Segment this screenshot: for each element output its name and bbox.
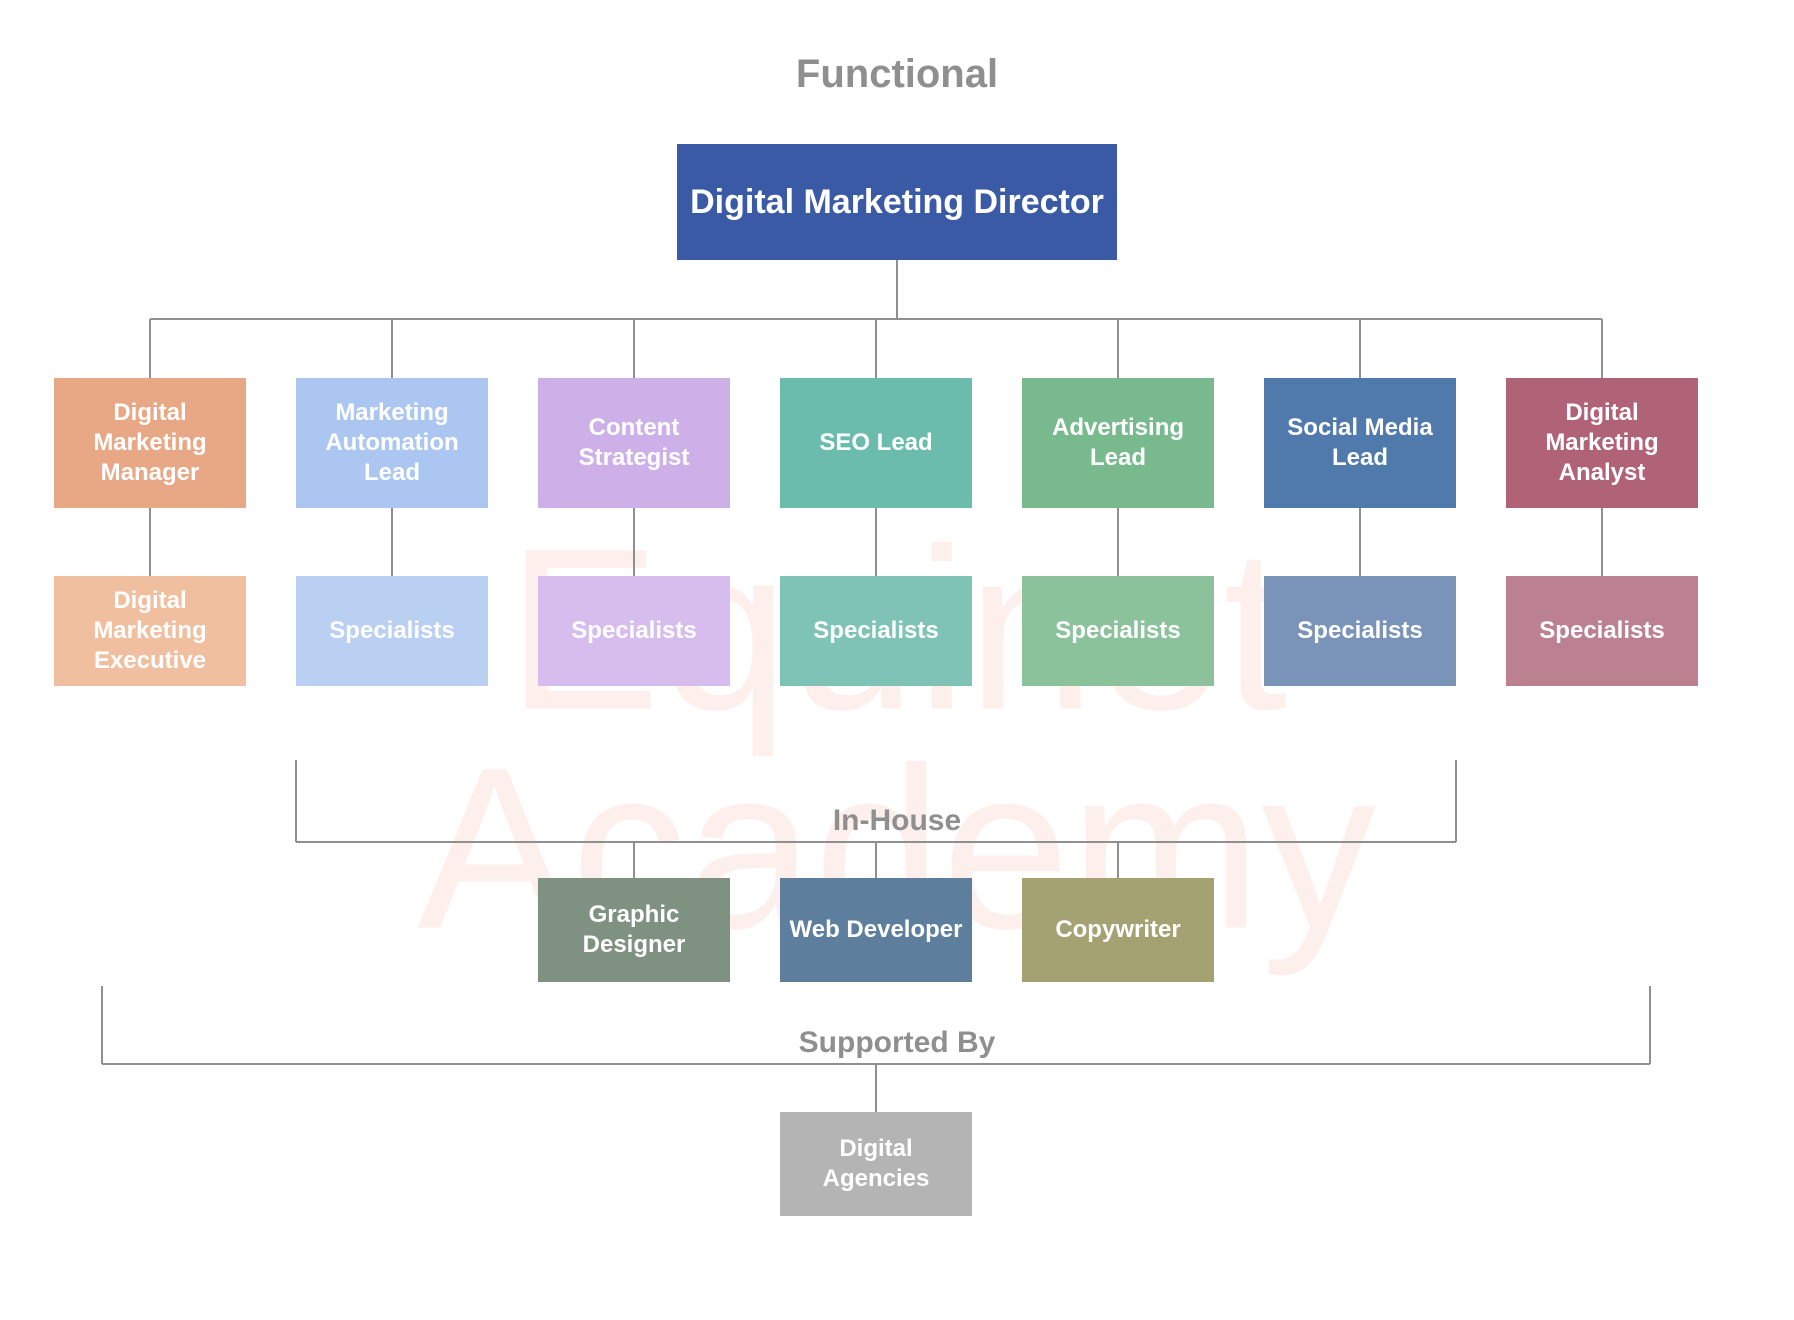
node-label: Digital Marketing Manager [60, 398, 240, 488]
node-label: Specialists [329, 616, 454, 646]
node-label: Marketing Automation Lead [302, 398, 482, 488]
title-supported-by: Supported By [0, 1026, 1794, 1060]
node-label: Specialists [1055, 616, 1180, 646]
node-label: Digital Marketing Analyst [1512, 398, 1692, 488]
node-inhouse-2: Copywriter [1022, 878, 1214, 982]
node-director: Digital Marketing Director [677, 144, 1117, 260]
node-lead-3: SEO Lead [780, 378, 972, 508]
title-in-house: In-House [0, 804, 1794, 838]
node-label: Graphic Designer [544, 900, 724, 960]
node-specialist-6: Specialists [1506, 576, 1698, 686]
node-digital-agencies: Digital Agencies [780, 1112, 972, 1216]
node-specialist-0: Digital Marketing Executive [54, 576, 246, 686]
node-lead-2: Content Strategist [538, 378, 730, 508]
node-label: Digital Marketing Executive [60, 586, 240, 676]
node-label: Digital Marketing Director [690, 181, 1104, 224]
node-specialist-4: Specialists [1022, 576, 1214, 686]
node-label: Advertising Lead [1028, 413, 1208, 473]
node-label: SEO Lead [819, 428, 932, 458]
node-label: Digital Agencies [786, 1134, 966, 1194]
title-functional: Functional [0, 52, 1794, 97]
node-label: Specialists [571, 616, 696, 646]
node-label: Specialists [813, 616, 938, 646]
node-lead-0: Digital Marketing Manager [54, 378, 246, 508]
node-specialist-3: Specialists [780, 576, 972, 686]
org-chart-canvas: Equinet Academy Functional In-House Supp… [0, 0, 1794, 1320]
node-label: Content Strategist [544, 413, 724, 473]
node-inhouse-0: Graphic Designer [538, 878, 730, 982]
node-label: Copywriter [1055, 915, 1180, 945]
node-lead-1: Marketing Automation Lead [296, 378, 488, 508]
node-label: Social Media Lead [1270, 413, 1450, 473]
node-specialist-5: Specialists [1264, 576, 1456, 686]
node-label: Web Developer [790, 915, 963, 945]
node-label: Specialists [1539, 616, 1664, 646]
node-label: Specialists [1297, 616, 1422, 646]
node-specialist-1: Specialists [296, 576, 488, 686]
node-lead-6: Digital Marketing Analyst [1506, 378, 1698, 508]
node-lead-4: Advertising Lead [1022, 378, 1214, 508]
node-lead-5: Social Media Lead [1264, 378, 1456, 508]
node-specialist-2: Specialists [538, 576, 730, 686]
node-inhouse-1: Web Developer [780, 878, 972, 982]
